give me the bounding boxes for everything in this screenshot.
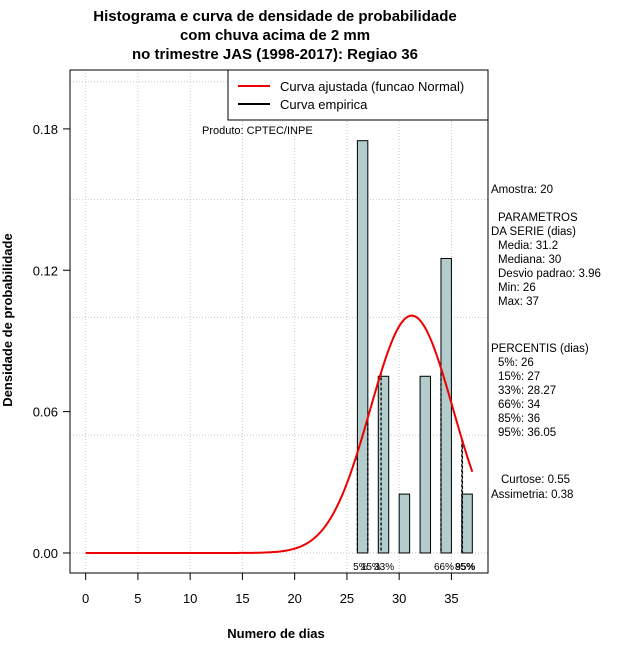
histogram-bar	[461, 493, 473, 554]
percentile-label: 33%	[374, 562, 394, 573]
y-tick-label: 0.06	[33, 405, 58, 420]
y-axis: 0.00 0.06 0.12 0.18	[33, 122, 70, 561]
stat-param-title-2: DA SERIE (dias)	[491, 226, 576, 238]
stat-amostra: Amostra: 20	[491, 184, 553, 196]
x-tick-label: 20	[287, 591, 301, 606]
x-axis: 0 5 10 15 20 25 30 35	[82, 572, 459, 606]
percentile-label: 66%	[434, 562, 454, 573]
stat-param-title-1: PARAMETROS	[498, 212, 578, 224]
histogram-bar	[440, 257, 452, 554]
stat-max: Max: 37	[498, 296, 539, 308]
percentile-label: 85%	[455, 562, 475, 573]
histogram-bar	[377, 375, 390, 554]
chart-title-line-3: no trimestre JAS (1998-2017): Regiao 36	[132, 46, 418, 63]
y-tick-label: 0.12	[33, 263, 58, 278]
x-tick-label: 25	[340, 591, 354, 606]
y-axis-label: Densidade de probabilidade	[0, 233, 15, 406]
legend-label-empirical: Curva empirica	[280, 97, 368, 112]
stat-p95: 95%: 36.05	[498, 427, 556, 439]
y-tick-label: 0.00	[33, 546, 58, 561]
stat-p85: 85%: 36	[498, 413, 540, 425]
stat-percentis-title: PERCENTIS (dias)	[491, 343, 589, 355]
stat-desvio: Desvio padrao: 3.96	[498, 268, 601, 280]
stat-mediana: Mediana: 30	[498, 254, 561, 266]
x-tick-label: 30	[392, 591, 406, 606]
y-tick-label: 0.18	[33, 122, 58, 137]
stat-media: Media: 31.2	[498, 240, 558, 252]
stat-p66: 66%: 34	[498, 399, 541, 411]
histogram-bar	[356, 140, 369, 554]
fitted-curve-group	[85, 314, 474, 554]
x-axis-label: Numero de dias	[227, 626, 325, 641]
x-tick-label: 15	[235, 591, 249, 606]
x-tick-label: 35	[444, 591, 458, 606]
stat-curtose: Curtose: 0.55	[501, 474, 570, 486]
stat-p15: 15%: 27	[498, 371, 540, 383]
product-annotation: Produto: CPTEC/INPE	[202, 125, 313, 137]
stat-min: Min: 26	[498, 282, 536, 294]
stat-p33: 33%: 28.27	[498, 385, 556, 397]
percentile-label: 5%	[353, 562, 368, 573]
legend: Curva ajustada (funcao Normal) Curva emp…	[227, 69, 489, 121]
stat-assimetria: Assimetria: 0.38	[491, 489, 573, 501]
chart-title-line-1: Histograma e curva de densidade de proba…	[93, 8, 456, 25]
x-tick-label: 10	[183, 591, 197, 606]
histogram-bars	[356, 140, 473, 554]
x-tick-label: 0	[82, 591, 89, 606]
fitted-curve	[85, 314, 474, 554]
chart-title-line-2: com chuva acima de 2 mm	[180, 27, 370, 44]
histogram-bar	[419, 375, 432, 554]
percentile-lines: 5%15%33% 66% 85%95%	[353, 368, 476, 573]
stats-panel: Amostra: 20 PARAMETROS DA SERIE (dias) M…	[491, 184, 601, 501]
legend-box	[227, 69, 489, 121]
x-tick-label: 5	[134, 591, 141, 606]
stat-p5: 5%: 26	[498, 357, 534, 369]
percentile-label: 95%	[455, 562, 475, 573]
legend-label-fitted: Curva ajustada (funcao Normal)	[280, 79, 464, 94]
percentile-label: 15%	[361, 562, 381, 573]
histogram-bar	[398, 493, 411, 554]
